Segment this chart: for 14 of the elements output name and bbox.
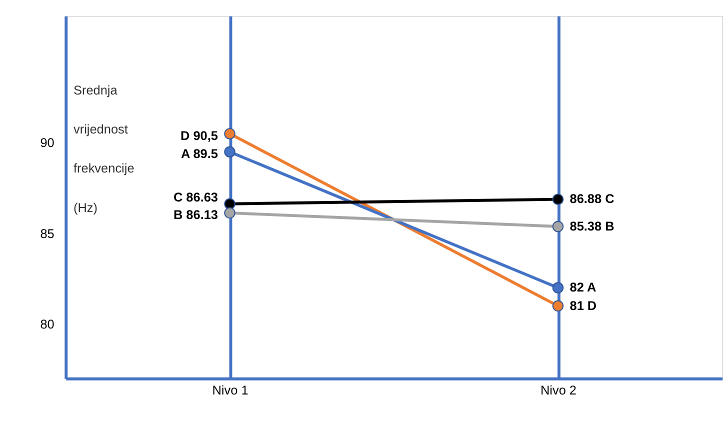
text: 86.88 C xyxy=(570,191,614,206)
text: C 86.63 xyxy=(173,189,218,204)
x-tick-label: Nivo 1 xyxy=(212,382,248,398)
text: Srednja vrijednost frekvencije (Hz) xyxy=(73,82,134,215)
text: 85.38 B xyxy=(570,218,614,234)
text: D 90,5 xyxy=(180,128,218,143)
y-tick-label: 85 xyxy=(40,226,54,241)
text: A 89.5 xyxy=(180,146,218,161)
text: 81 D xyxy=(570,298,597,313)
y-tick-label: 80 xyxy=(40,316,54,332)
y-tick-label: 90 xyxy=(40,135,54,150)
text: B 86.13 xyxy=(173,206,218,222)
text: 82 A xyxy=(570,280,596,295)
x-tick-label: Nivo 2 xyxy=(540,382,577,398)
